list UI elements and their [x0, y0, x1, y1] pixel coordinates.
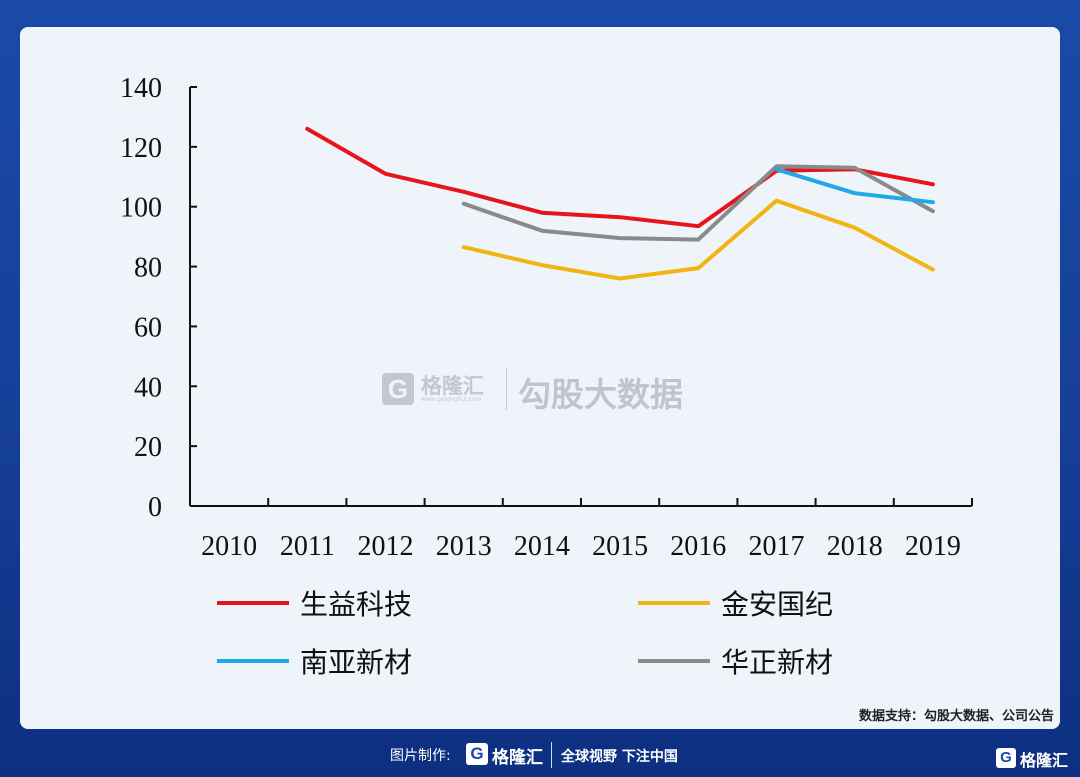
legend-label: 华正新材 — [721, 646, 833, 679]
y-tick-label: 100 — [120, 193, 162, 224]
y-tick-label: 20 — [134, 432, 162, 463]
x-tick-label: 2010 — [201, 531, 257, 562]
x-tick-label: 2014 — [514, 531, 570, 562]
x-tick-label: 2019 — [905, 531, 961, 562]
x-tick-label: 2018 — [827, 531, 883, 562]
series-line-1 — [461, 198, 935, 281]
y-tick-label: 120 — [120, 133, 162, 164]
y-tick-label: 60 — [134, 312, 162, 343]
series-line-0 — [305, 126, 935, 229]
x-tick-label: 2012 — [358, 531, 414, 562]
chart-panel — [20, 27, 1060, 729]
x-tick-label: 2011 — [280, 531, 335, 562]
x-tick-label: 2016 — [670, 531, 726, 562]
legend-label: 金安国纪 — [721, 588, 833, 621]
footer-made-by-label: 图片制作: — [390, 748, 451, 764]
watermark-brand-url: www.gelonghui.com — [421, 396, 482, 403]
footer-logo-name: 格隆汇 — [492, 748, 543, 768]
corner-logo-icon: G — [996, 748, 1016, 768]
x-tick-label: 2017 — [749, 531, 805, 562]
y-tick-label: 80 — [134, 253, 162, 284]
corner-logo-name: 格隆汇 — [1020, 751, 1069, 770]
legend-label: 南亚新材 — [300, 646, 412, 679]
source-note: 数据支持：勾股大数据、公司公告 — [858, 709, 1054, 724]
y-tick-label: 140 — [120, 73, 162, 104]
y-tick-label: 0 — [148, 492, 162, 523]
watermark-divider — [506, 368, 507, 410]
series-line-3 — [461, 164, 935, 242]
footer-divider — [551, 742, 552, 768]
legend-label: 生益科技 — [300, 588, 412, 621]
watermark-brand: 格隆汇 — [421, 374, 484, 398]
series-line-2 — [774, 167, 935, 205]
footer-slogan: 全球视野 下注中国 — [561, 749, 678, 765]
x-tick-label: 2013 — [436, 531, 492, 562]
watermark-logo-icon: G — [382, 373, 414, 405]
watermark-text: 勾股大数据 — [518, 375, 683, 414]
x-tick-label: 2015 — [592, 531, 648, 562]
y-tick-label: 40 — [134, 372, 162, 403]
footer-logo-icon: G — [466, 743, 488, 765]
